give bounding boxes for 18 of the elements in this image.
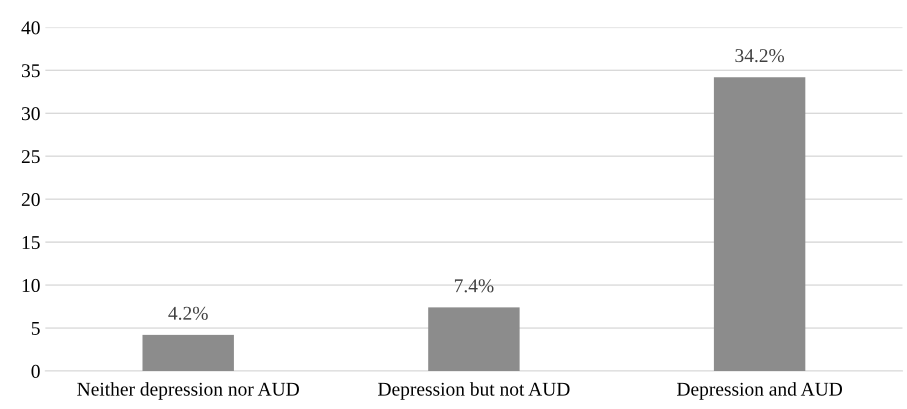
y-tick-label: 30 [22,107,40,120]
data-label: 4.2% [168,306,208,320]
y-tick-label: 5 [32,322,40,335]
y-tick-label: 25 [22,150,40,164]
x-tick-label: Depression and AUD [677,382,842,400]
bar [714,77,806,371]
x-tick-label: Depression but not AUD [378,382,570,400]
y-tick-label: 35 [22,64,40,78]
y-tick-label: 20 [22,193,40,206]
y-tick-label: 15 [22,236,40,250]
x-tick-label: Neither depression nor AUD [77,382,299,400]
y-tick-label: 40 [21,21,40,34]
y-tick-label: 10 [22,278,40,292]
bar [142,334,234,371]
bar [428,307,520,371]
y-tick-label: 0 [32,364,40,378]
data-label: 34.2% [735,49,784,62]
data-label: 7.4% [454,279,494,292]
